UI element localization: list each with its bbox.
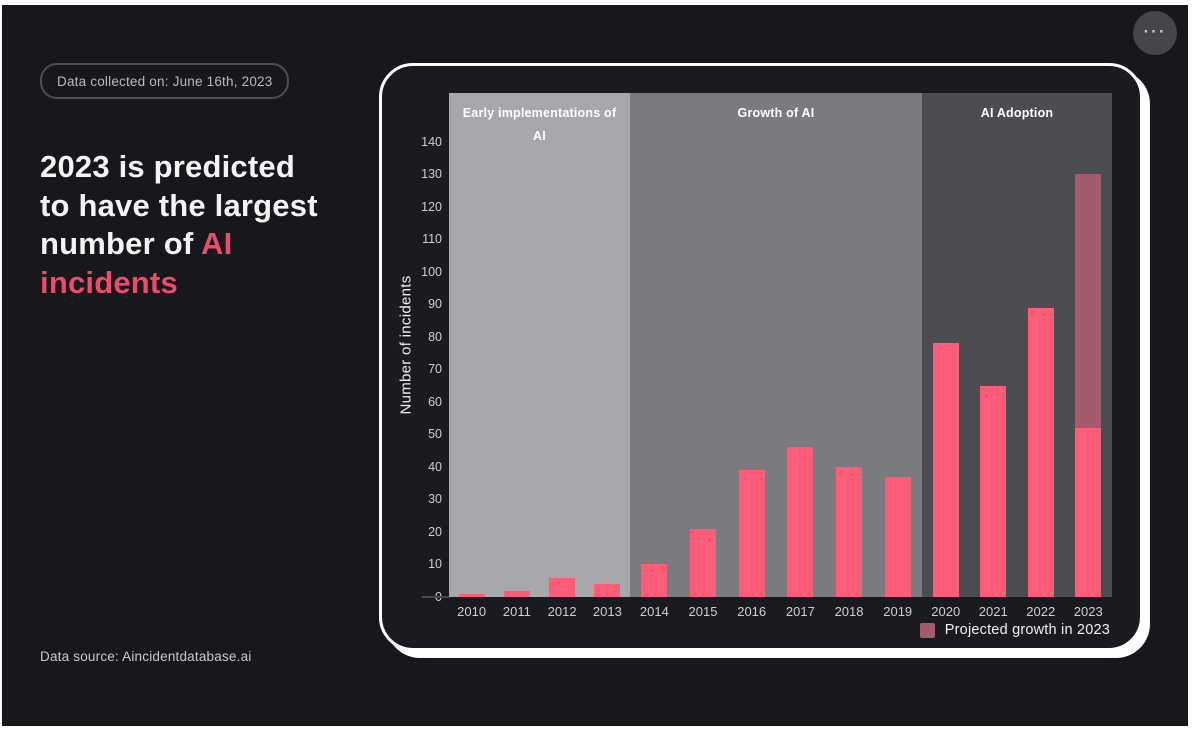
y-tick-20: 20 (428, 524, 442, 539)
bar-slot-2012 (540, 93, 585, 597)
bar-2013 (594, 584, 621, 597)
chart-card: Number of incidents 01020304050607080901… (379, 63, 1143, 651)
bar-2011 (503, 590, 530, 597)
legend: Projected growth in 2023 (919, 622, 1110, 638)
x-tick-2010: 2010 (457, 604, 487, 619)
x-tick-2011: 2011 (502, 604, 531, 619)
x-tick-2022: 2022 (1026, 604, 1056, 619)
headline-text: 2023 is predicted to have the largest nu… (40, 148, 318, 262)
bar-slot-2013 (585, 93, 630, 597)
data-source-label: Data source: Aincidentdatabase.ai (40, 649, 252, 664)
bar-2022 (1027, 307, 1054, 597)
bar-slot-2017 (776, 93, 825, 597)
legend-label: Projected growth in 2023 (944, 622, 1110, 638)
chart-area: Number of incidents 01020304050607080901… (382, 66, 1140, 648)
era-zone-label: Growth of AI (737, 106, 815, 120)
y-tick-140: 140 (421, 134, 442, 149)
era-zone-bars (922, 93, 1112, 597)
bar-segment-projected-2023 (1075, 174, 1102, 428)
y-tick-130: 130 (421, 167, 442, 182)
bar-slot-2015 (679, 93, 728, 597)
x-tick-2017: 2017 (785, 604, 815, 619)
bar-slot-2022 (1017, 93, 1065, 597)
y-tick-30: 30 (428, 492, 442, 507)
x-axis-zone-labels: 2014 2015 2016 2017 2018 2019 (630, 603, 922, 621)
era-zone-2: Growth of AI (630, 93, 922, 597)
bar-2018 (836, 466, 863, 597)
bar-slot-2018 (825, 93, 874, 597)
y-tick-80: 80 (428, 329, 442, 344)
y-tick-60: 60 (428, 394, 442, 409)
y-axis-ticks: 0102030405060708090100110120130140 (382, 66, 442, 648)
dark-canvas: ··· Data collected on: June 16th, 2023 2… (2, 5, 1188, 726)
era-zone-3: AI Adoption (922, 93, 1112, 597)
bar-slot-2011 (494, 93, 539, 597)
x-tick-2015: 2015 (688, 604, 718, 619)
x-tick-2023: 2023 (1073, 604, 1103, 619)
y-tick-10: 10 (428, 557, 442, 572)
x-tick-2018: 2018 (834, 604, 864, 619)
bar-slot-2023 (1065, 93, 1113, 597)
bar-2023 (1075, 174, 1102, 597)
x-axis-labels: 2010 2011 2012 2013 2014 2015 2016 2017 2018 2019… (449, 603, 1112, 621)
x-axis-zone-labels: 2010 2011 2012 2013 (449, 603, 630, 621)
x-tick-2019: 2019 (883, 604, 913, 619)
x-tick-2012: 2012 (547, 604, 577, 619)
y-tick-50: 50 (428, 427, 442, 442)
x-tick-2016: 2016 (737, 604, 767, 619)
x-tick-2021: 2021 (978, 604, 1008, 619)
era-zone-1: Early implementations of AI (449, 93, 630, 597)
era-zone-label: AI Adoption (980, 106, 1054, 120)
x-axis-baseline (422, 596, 450, 598)
bar-2017 (787, 447, 814, 597)
bar-2020 (932, 343, 959, 597)
bar-slot-2021 (970, 93, 1018, 597)
data-collected-badge: Data collected on: June 16th, 2023 (40, 63, 290, 99)
more-options-button[interactable]: ··· (1133, 11, 1177, 55)
era-zone-bars (630, 93, 922, 597)
bar-slot-2020 (922, 93, 970, 597)
bar-slot-2019 (873, 93, 922, 597)
bar-2010 (458, 593, 485, 597)
bar-slot-2014 (630, 93, 679, 597)
y-tick-40: 40 (428, 459, 442, 474)
bar-2012 (549, 577, 576, 597)
data-collected-label: Data collected on: June 16th, 2023 (57, 73, 273, 89)
bar-segment-actual-2023 (1075, 427, 1102, 597)
bar-slot-2016 (727, 93, 776, 597)
plot-area: Early implementations of AI Growth of AI A… (449, 93, 1112, 597)
x-tick-2014: 2014 (639, 604, 669, 619)
y-tick-120: 120 (421, 199, 442, 214)
x-tick-2013: 2013 (592, 604, 622, 619)
bar-2019 (884, 476, 911, 597)
era-zone-label: Early implementations of AI (462, 106, 617, 143)
y-tick-110: 110 (422, 232, 442, 247)
bar-2021 (980, 385, 1007, 597)
ellipsis-icon: ··· (1143, 21, 1167, 41)
era-zone-bars (449, 93, 630, 597)
y-tick-90: 90 (428, 297, 442, 312)
headline-highlight: AI incidents (40, 226, 233, 301)
bar-2015 (690, 528, 716, 597)
page-title: 2023 is predicted to have the largest nu… (40, 148, 318, 303)
x-tick-2020: 2020 (931, 604, 961, 619)
legend-swatch-projected (919, 622, 935, 638)
bar-2014 (641, 564, 668, 597)
y-tick-100: 100 (421, 264, 442, 279)
bar-slot-2010 (449, 93, 494, 597)
x-axis-zone-labels: 2020 2021 2022 2023 (922, 603, 1112, 621)
y-tick-70: 70 (428, 362, 442, 377)
bar-2016 (738, 470, 765, 597)
